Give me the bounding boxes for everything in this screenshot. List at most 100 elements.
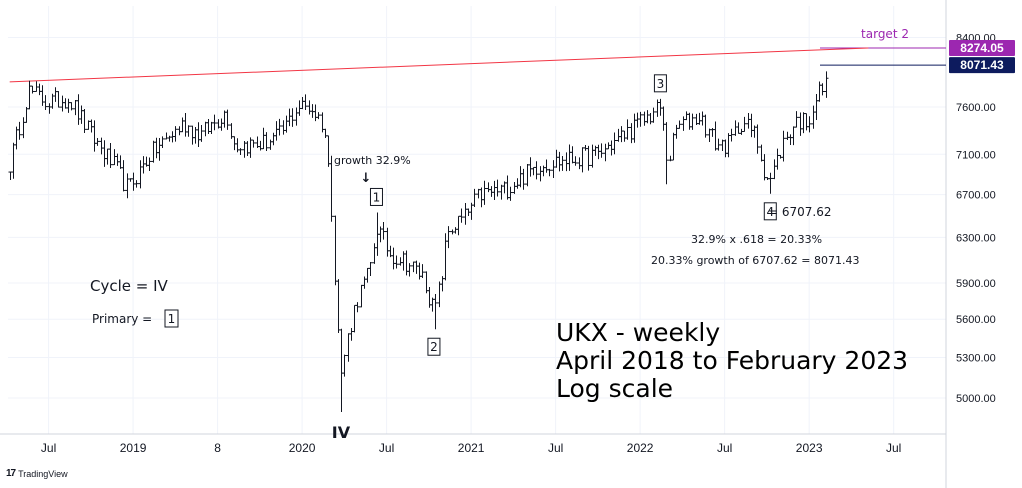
ohlc-bar	[290, 108, 295, 127]
ohlc-bar	[755, 124, 760, 154]
tradingview-logo: 17 TradingView	[6, 468, 68, 479]
ohlc-bar	[690, 113, 695, 130]
ohlc-bar	[251, 139, 256, 148]
y-tick-label: 5900.00	[956, 278, 996, 290]
ohlc-bar	[212, 114, 217, 131]
chart-title-line-1: UKX - weekly	[556, 318, 720, 347]
x-tick-label: Jul	[548, 441, 563, 455]
x-tick-label: Jul	[886, 441, 901, 455]
ohlc-bar	[134, 180, 139, 188]
tradingview-mark-icon: 17	[6, 468, 16, 479]
ohlc-bar	[95, 137, 100, 146]
ohlc-bar	[108, 143, 113, 169]
x-tick-label: 2021	[458, 441, 485, 455]
ohlc-bar	[459, 208, 464, 223]
annotation-arrow: ↓	[361, 171, 372, 186]
ohlc-bar	[238, 148, 243, 156]
x-tick-label: Jul	[379, 441, 394, 455]
ohlc-bar	[824, 71, 829, 98]
ohlc-bar	[742, 116, 747, 132]
ohlc-bar	[495, 179, 500, 197]
ohlc-bar	[420, 264, 425, 279]
y-tick-label: 6300.00	[956, 232, 996, 244]
annotation-primary-box	[164, 309, 179, 328]
ohlc-bar	[329, 155, 334, 222]
ohlc-bar	[781, 130, 786, 162]
tradingview-wordmark: TradingView	[18, 468, 68, 479]
ohlc-bar	[508, 186, 513, 201]
ohlc-bar	[820, 83, 825, 96]
chart-title-line-2: April 2018 to February 2023	[556, 346, 908, 375]
x-tick-label: Jul	[717, 441, 732, 455]
ohlc-bar	[56, 91, 61, 108]
ohlc-bar	[472, 188, 477, 208]
ohlc-bar	[625, 119, 630, 140]
ohlc-bar	[703, 114, 708, 138]
wave-label-3: 3	[657, 77, 665, 91]
ohlc-bar	[225, 109, 230, 130]
ohlc-bar	[573, 156, 578, 166]
annotation-wave4-value: = 6707.62	[768, 205, 832, 219]
ohlc-bar	[264, 132, 269, 151]
ohlc-bar	[303, 94, 308, 111]
ohlc-bar	[69, 102, 74, 111]
ohlc-bar	[446, 226, 451, 249]
ohlc-bar	[277, 118, 282, 136]
price-bars	[8, 71, 829, 413]
x-tick-label: Jul	[41, 441, 56, 455]
annotation-primary-box-label: 1	[168, 312, 176, 326]
ohlc-bar	[560, 155, 565, 171]
ohlc-bar	[160, 136, 165, 148]
x-tick-label: 2023	[796, 441, 823, 455]
ohlc-bar	[30, 85, 35, 94]
wave-label-box-1	[369, 187, 383, 206]
ohlc-bar	[368, 262, 373, 277]
annotation-calc1: 32.9% x .618 = 20.33%	[691, 233, 822, 246]
x-tick-label: 2020	[289, 441, 316, 455]
ohlc-bar	[394, 255, 399, 269]
ohlc-bar	[381, 221, 386, 240]
ohlc-bar	[716, 138, 721, 151]
ohlc-bar	[407, 263, 412, 277]
ohlc-bar	[651, 107, 656, 123]
chart-title-line-3: Log scale	[556, 374, 673, 403]
ohlc-bar	[121, 160, 126, 192]
wave-label-2: 2	[430, 340, 438, 354]
ohlc-bar	[17, 121, 22, 140]
ohlc-bar	[521, 168, 526, 190]
y-tick-label: 5000.00	[956, 393, 996, 405]
wave-label-box-3	[653, 74, 667, 93]
price-level-label-target-2: 8274.05	[960, 41, 1004, 55]
y-tick-label: 7100.00	[956, 149, 996, 161]
ohlc-bar	[599, 143, 604, 158]
wave-label-IV: IV	[332, 423, 351, 442]
ohlc-bar	[547, 168, 552, 177]
trendline	[9, 47, 869, 83]
ohlc-bar	[43, 95, 48, 111]
ohlc-bar	[355, 302, 360, 313]
price-level-name-target-2: target 2	[861, 27, 909, 41]
ohlc-bar	[186, 125, 191, 137]
ohlc-bar	[794, 111, 799, 128]
ohlc-bar	[316, 112, 321, 120]
wave-label-4: 4	[766, 205, 774, 219]
wave-label-box-4	[763, 202, 777, 221]
ohlc-bar	[82, 108, 87, 133]
ohlc-bar	[342, 354, 347, 377]
wave-label-box-2	[427, 337, 441, 356]
price-level-box-wave-5-target	[949, 57, 1015, 74]
wave-label-1: 1	[373, 190, 381, 204]
ohlc-bar	[173, 126, 178, 142]
price-level-box-target-2	[949, 39, 1015, 56]
ohlc-bar	[586, 145, 591, 171]
y-tick-label: 5300.00	[956, 353, 996, 365]
ohlc-bar	[729, 128, 734, 142]
ohlc-bar	[433, 294, 438, 330]
ohlc-bar	[612, 132, 617, 155]
ohlc-bar	[664, 122, 669, 185]
x-tick-label: 2022	[627, 441, 654, 455]
ohlc-bar	[768, 172, 773, 194]
x-tick-label: 8	[214, 441, 221, 455]
